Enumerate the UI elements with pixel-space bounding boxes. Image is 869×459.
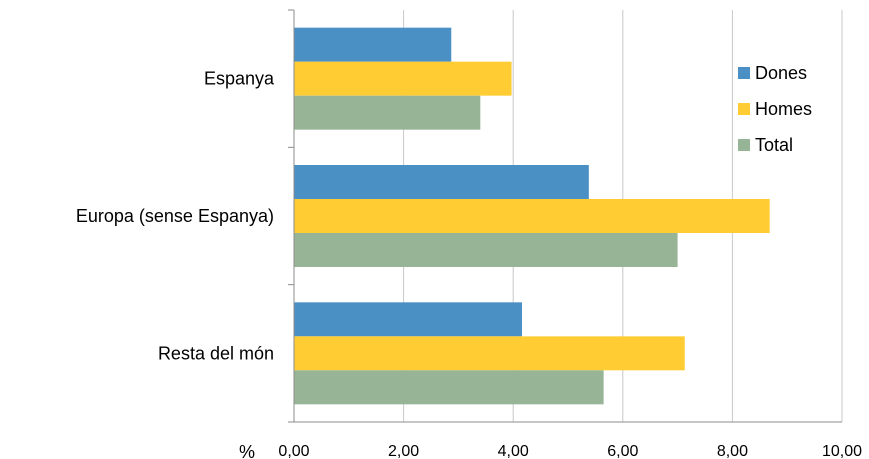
- legend-label-homes: Homes: [755, 99, 812, 119]
- bar-homes-2: [294, 336, 685, 371]
- bar-homes-0: [294, 61, 512, 96]
- x-tick-label: 6,00: [607, 443, 638, 459]
- bar-total-1: [294, 233, 678, 267]
- bar-homes-1: [294, 199, 770, 233]
- legend-swatch-homes: [738, 103, 750, 115]
- category-label: Europa (sense Espanya): [76, 206, 274, 226]
- bar-total-0: [294, 95, 481, 130]
- x-axis-unit-label: %: [239, 442, 255, 459]
- bar-total-2: [294, 370, 604, 405]
- x-tick-label: 10,00: [822, 443, 862, 459]
- category-label: Resta del món: [158, 343, 274, 363]
- x-tick-labels: 0,00 2,00 4,00 6,00 8,00 10,00: [278, 443, 862, 459]
- legend-swatch-total: [738, 139, 750, 151]
- legend-label-dones: Dones: [755, 63, 807, 83]
- bar-dones-0: [294, 27, 452, 62]
- category-label: Espanya: [204, 69, 275, 89]
- x-tick-label: 0,00: [278, 443, 309, 459]
- category-labels: Espanya Europa (sense Espanya) Resta del m…: [76, 69, 275, 364]
- x-tick-label: 2,00: [388, 443, 419, 459]
- bar-dones-2: [294, 302, 522, 337]
- legend: Dones Homes Total: [738, 63, 812, 155]
- bar-dones-1: [294, 165, 589, 199]
- legend-swatch-dones: [738, 67, 750, 79]
- x-tick-label: 4,00: [498, 443, 529, 459]
- axes: [288, 9, 842, 423]
- x-tick-label: 8,00: [717, 443, 748, 459]
- bars: [294, 27, 770, 405]
- legend-label-total: Total: [755, 135, 793, 155]
